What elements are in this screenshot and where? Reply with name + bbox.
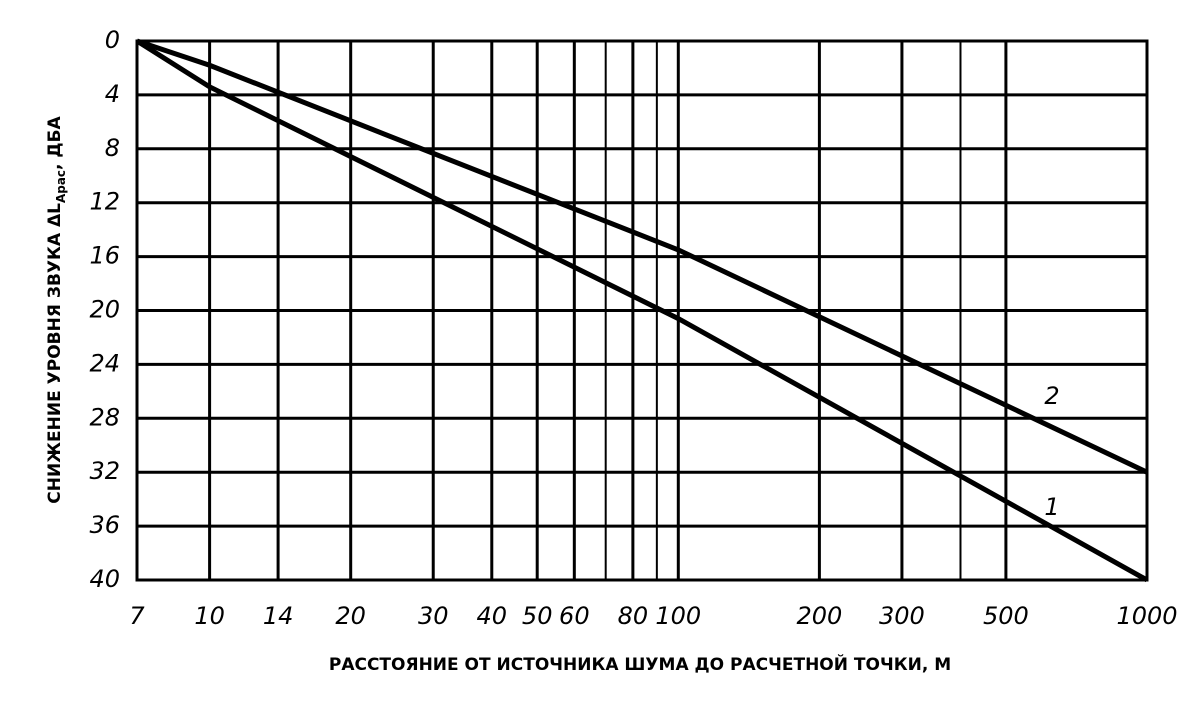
x-tick-label: 10: [194, 602, 225, 630]
x-tick-label: 100: [655, 602, 701, 630]
x-tick-label: 7: [129, 602, 145, 630]
y-label-main: СНИЖЕНИЕ УРОВНЯ ЗВУКА ΔL: [45, 203, 65, 504]
y-tick-label: 20: [89, 296, 120, 324]
y-tick-label: 12: [89, 188, 120, 216]
x-tick-label: 500: [983, 602, 1029, 630]
x-tick-label: 1000: [1116, 602, 1177, 630]
y-tick-label: 32: [89, 457, 120, 485]
data-line: [135, 38, 1149, 583]
x-tick-label: 40: [477, 602, 508, 630]
y-tick-label: 4: [105, 80, 120, 108]
y-tick-label: 36: [89, 511, 120, 539]
line-label: 2: [1044, 382, 1059, 410]
y-tick-label: 0: [105, 26, 120, 54]
y-tick-label: 8: [105, 134, 120, 162]
x-tick-label: 30: [418, 602, 449, 630]
x-tick-label: 20: [335, 602, 366, 630]
plot-frame: [135, 39, 1149, 582]
x-tick-label: 80: [618, 602, 649, 630]
y-label-sub: Арас: [54, 170, 68, 203]
y-label-end: , ДБА: [45, 115, 65, 169]
y-tick-label: 16: [89, 242, 120, 270]
x-tick-label: 50: [522, 602, 553, 630]
x-axis-label: РАССТОЯНИЕ ОТ ИСТОЧНИКА ШУМА ДО РАСЧЕТНО…: [329, 653, 951, 675]
line-label: 1: [1044, 493, 1059, 521]
x-tick-label: 300: [879, 602, 925, 630]
y-tick-label: 40: [89, 565, 120, 593]
y-axis-label: СНИЖЕНИЕ УРОВНЯ ЗВУКА ΔLАрас, ДБА: [45, 115, 68, 503]
data-line: [136, 38, 1149, 475]
y-tick-label: 28: [89, 403, 120, 431]
x-tick-label: 14: [263, 602, 294, 630]
x-tick-label: 200: [796, 602, 842, 630]
y-tick-label: 24: [89, 349, 120, 377]
x-tick-label: 60: [559, 602, 590, 630]
